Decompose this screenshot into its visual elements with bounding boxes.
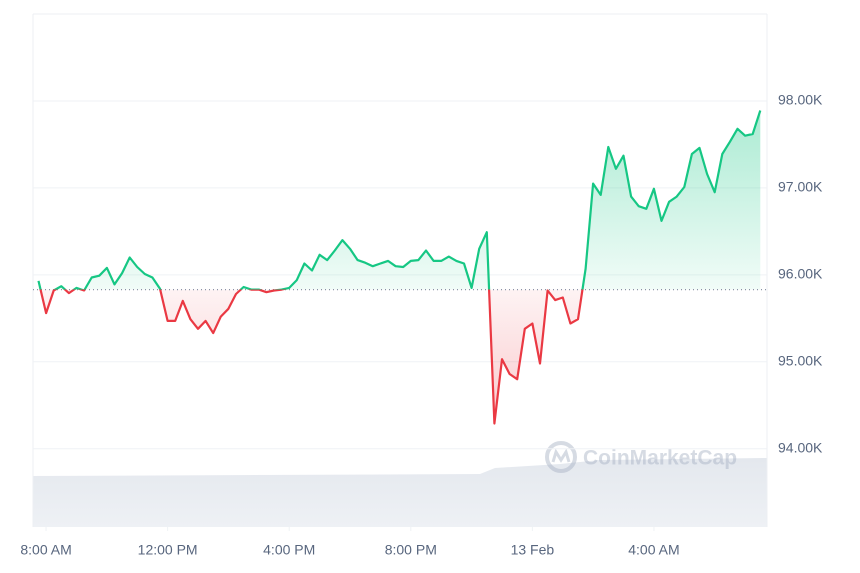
x-tick-label: 4:00 AM bbox=[628, 542, 679, 558]
y-tick-label: 97.00K bbox=[778, 179, 823, 195]
watermark: CoinMarketCap bbox=[545, 441, 737, 473]
x-tick-label: 12:00 PM bbox=[138, 542, 198, 558]
y-tick-label: 98.00K bbox=[778, 92, 823, 108]
x-tick-label: 8:00 AM bbox=[20, 542, 71, 558]
y-tick-label: 94.00K bbox=[778, 439, 823, 455]
x-tick-label: 8:00 PM bbox=[385, 542, 437, 558]
x-tick-label: 4:00 PM bbox=[263, 542, 315, 558]
y-tick-label: 96.00K bbox=[778, 266, 823, 282]
watermark-text: CoinMarketCap bbox=[583, 447, 737, 470]
volume-area bbox=[33, 458, 767, 527]
price-line bbox=[37, 110, 762, 425]
y-tick-label: 95.00K bbox=[778, 352, 823, 368]
x-tick-label: 13 Feb bbox=[511, 542, 555, 558]
